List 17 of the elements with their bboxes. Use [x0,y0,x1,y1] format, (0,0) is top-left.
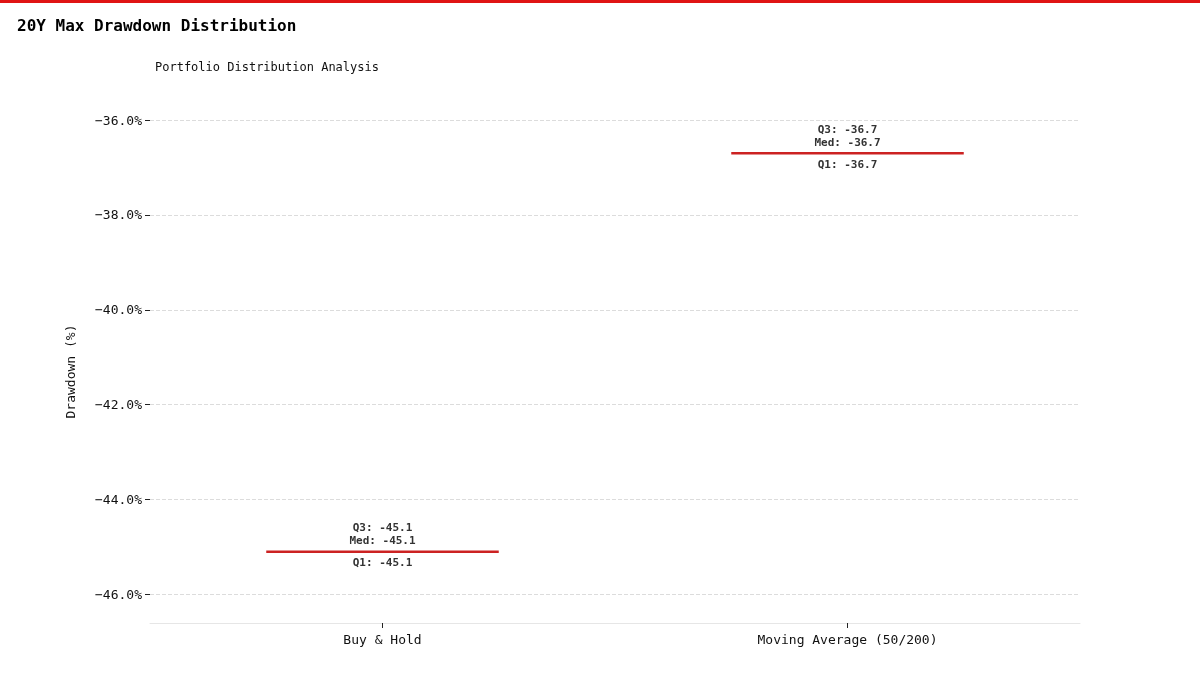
chart-title: 20Y Max Drawdown Distribution [17,15,297,35]
x-tick-label: Moving Average (50/200) [757,632,938,647]
x-tick-label: Buy & Hold [343,632,422,647]
annotation: Q3: -45.1 [352,521,413,535]
y-tick-label: −40.0% [95,302,143,318]
y-tick-label: −42.0% [95,397,143,413]
y-axis-title: Drawdown (%) [63,324,78,419]
chart-subtitle: Portfolio Distribution Analysis [155,60,379,74]
y-tick-label: −44.0% [95,492,143,508]
annotation: Q3: -36.7 [817,122,878,136]
annotation: Med: -36.7 [814,135,881,149]
y-tick-label: −46.0% [95,587,143,603]
y-tick-label: −38.0% [95,207,143,223]
annotation: Q1: -36.7 [817,157,878,171]
y-tick-label: −36.0% [95,112,143,128]
annotation: Med: -45.1 [349,534,416,548]
annotation: Q1: -45.1 [352,556,413,570]
